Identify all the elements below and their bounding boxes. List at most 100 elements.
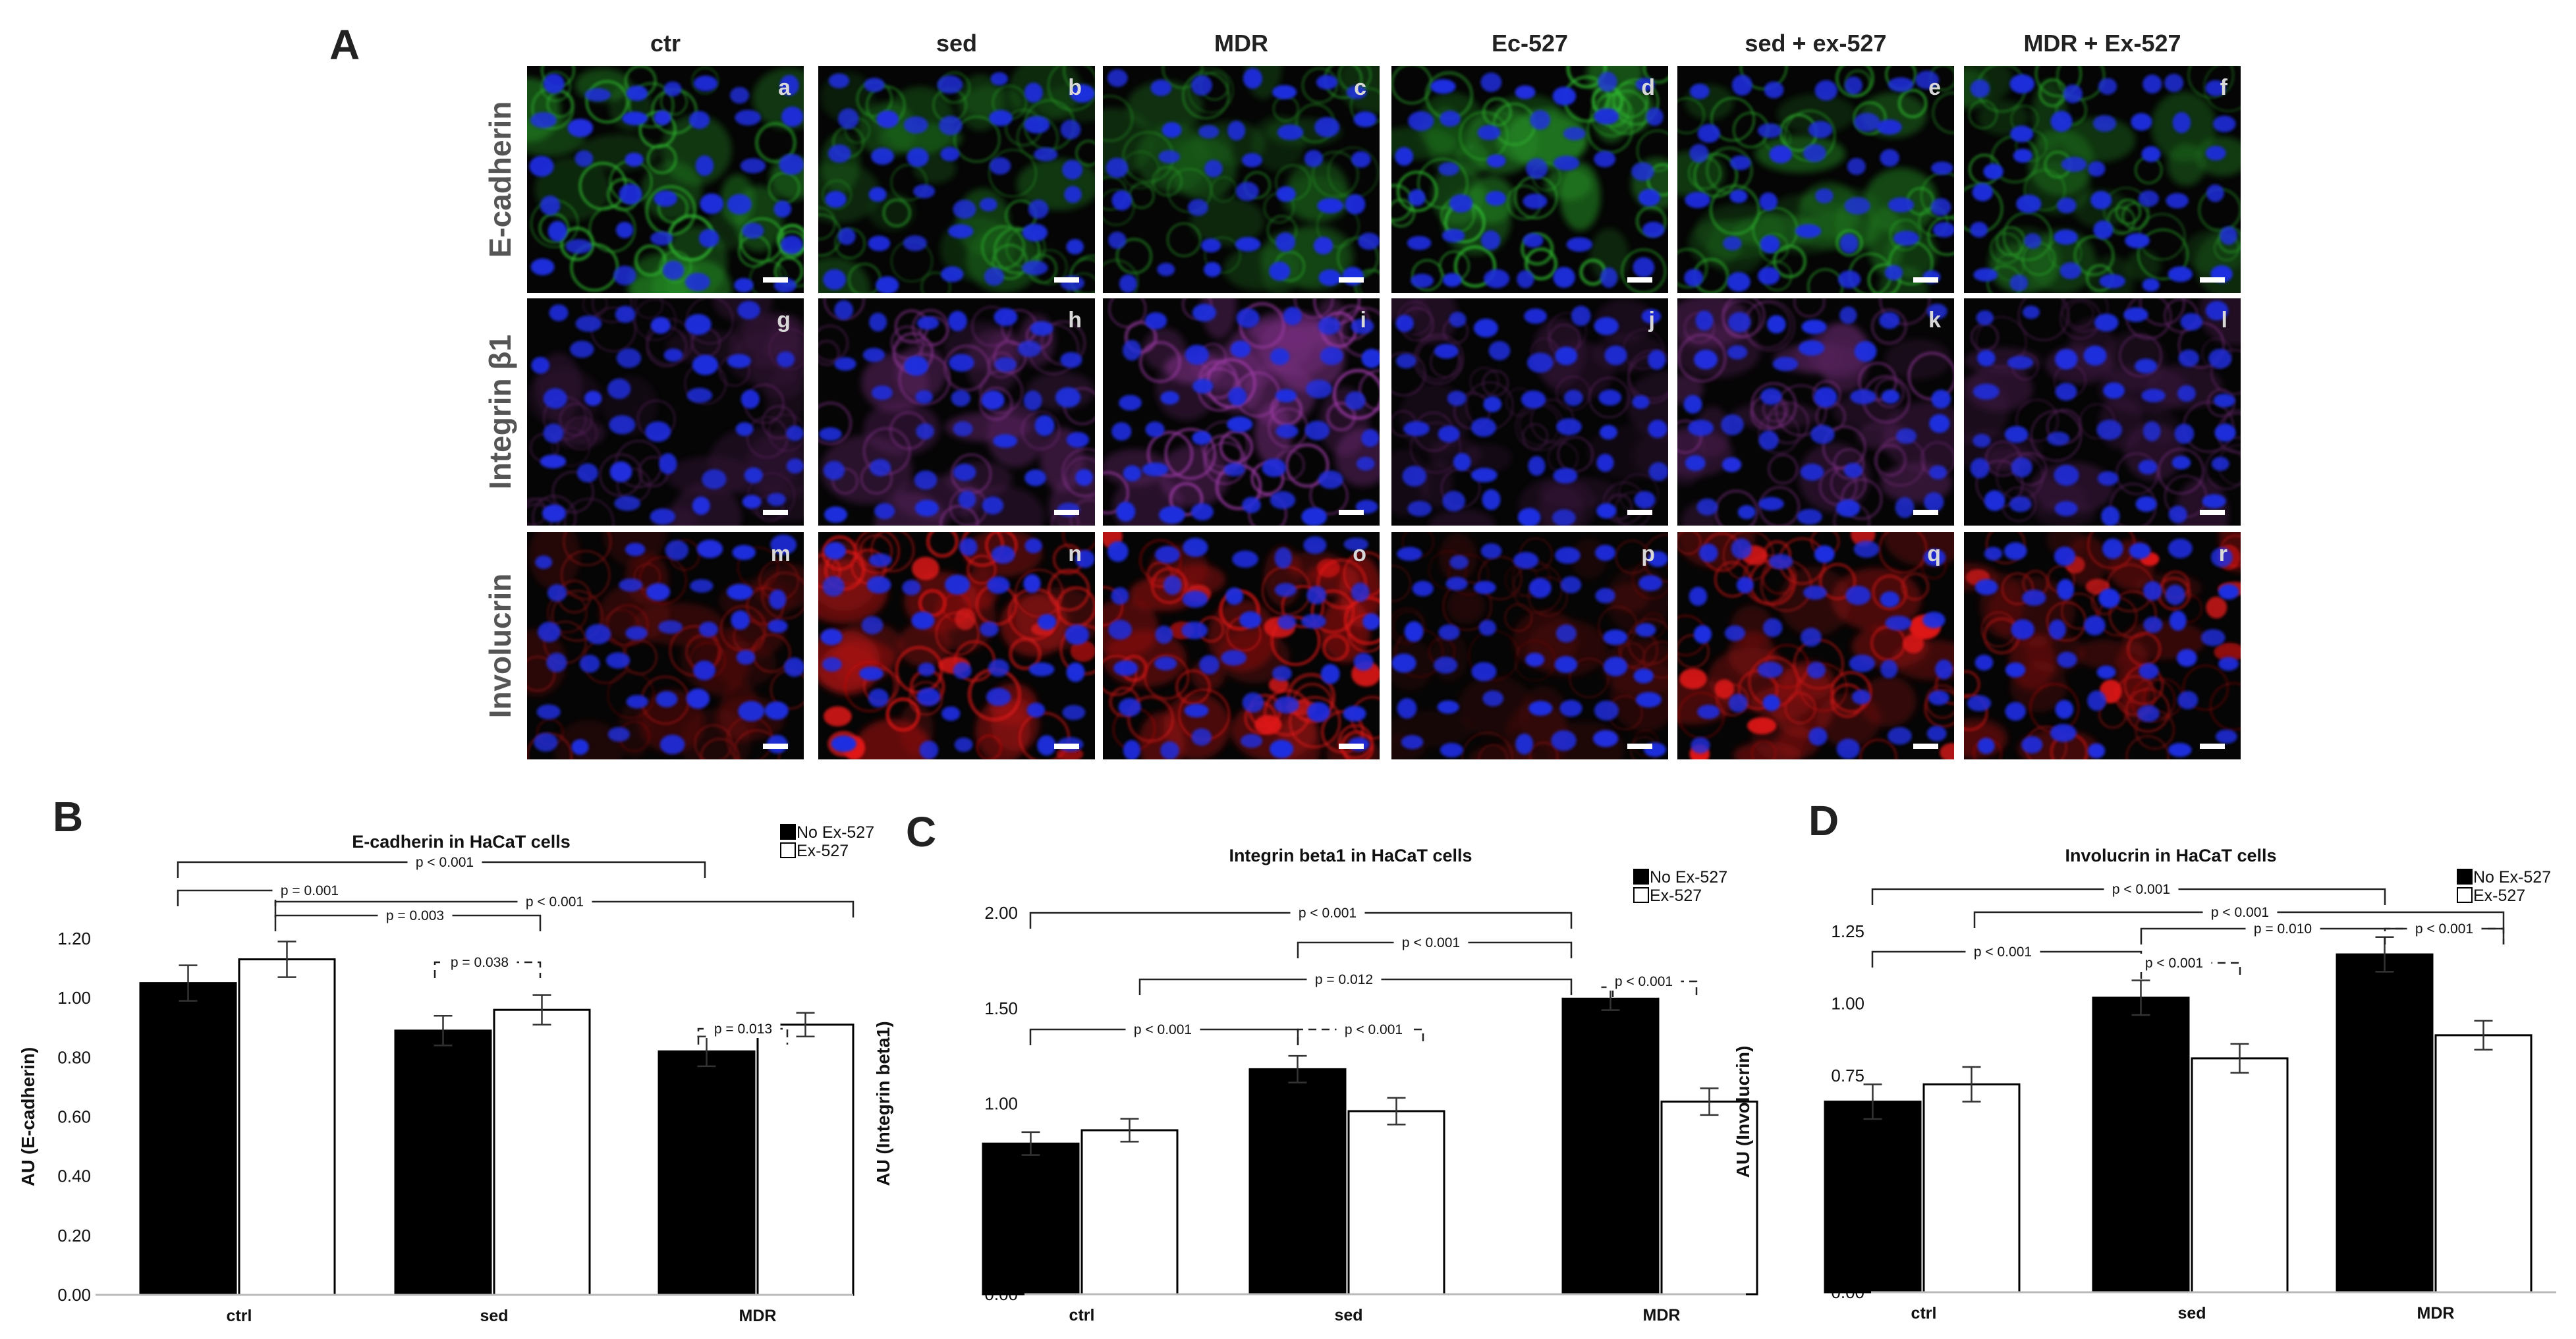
p-value-label: p = 0.012 (1315, 972, 1373, 987)
significance-bracket: p < 0.001 (2137, 954, 2241, 979)
micrograph-tile: o (1103, 532, 1380, 759)
column-header: MDR + Ex-527 (2023, 30, 2181, 57)
micrograph-tile: g (527, 298, 804, 526)
p-value-label: p < 0.001 (1615, 974, 1673, 989)
y-tick-label: 0.20 (57, 1226, 91, 1245)
p-value-label: p < 0.001 (1134, 1022, 1192, 1037)
p-value-label: p < 0.001 (2415, 921, 2473, 937)
tile-letter: g (777, 308, 791, 333)
y-tick-label: 0.40 (57, 1166, 91, 1186)
category-label: sed (1334, 1306, 1362, 1325)
error-bar (796, 1012, 815, 1038)
micrograph-tile: p (1391, 532, 1668, 759)
tile-letter: j (1648, 308, 1655, 333)
bar (139, 982, 237, 1296)
p-value-label: p < 0.001 (1345, 1022, 1403, 1037)
p-value-label: p = 0.003 (386, 908, 444, 923)
bar-chart: E-cadherin in HaCaT cells AU (E-cadherin)… (18, 823, 874, 1325)
scale-bar (2200, 277, 2225, 283)
p-value-label: p = 0.038 (451, 955, 509, 970)
scale-bar (1913, 277, 1938, 283)
y-tick-label: 1.20 (57, 929, 91, 948)
significance-bracket: p = 0.010 (2140, 919, 2505, 944)
significance-bracket: p < 0.001 (1606, 972, 1698, 997)
error-bar (532, 994, 551, 1025)
tile-letter: i (1360, 308, 1366, 333)
tile-letter: h (1068, 308, 1082, 333)
tile-letter: p (1641, 541, 1655, 566)
panel-letter-c: C (906, 808, 936, 856)
significance-bracket: p < 0.001 (1297, 933, 1573, 958)
error-bar (1120, 1118, 1139, 1143)
bar (982, 1142, 1080, 1296)
significance-bracket: p = 0.012 (1138, 970, 1573, 995)
y-tick-label: 1.00 (984, 1094, 1018, 1114)
category-label: MDR (1643, 1306, 1681, 1325)
micrograph-tile: d (1391, 66, 1668, 293)
significance-bracket: p < 0.001 (1871, 880, 2386, 905)
tile-letter: m (771, 541, 791, 566)
bar (1660, 1101, 1758, 1296)
category-label: MDR (739, 1307, 777, 1325)
tile-letter: l (2222, 308, 2227, 333)
y-tick-label: 1.50 (984, 998, 1018, 1018)
scale-bar (2200, 510, 2225, 515)
chart-title: E-cadherin in HaCaT cells (352, 832, 571, 852)
scale-bar (1627, 744, 1652, 749)
micrograph-tile: l (1964, 298, 2241, 526)
p-value-label: p < 0.001 (2112, 882, 2170, 897)
tile-letter: k (1928, 308, 1941, 333)
significance-bracket: p < 0.001 (1871, 943, 2142, 968)
y-tick-label: 0.75 (1831, 1066, 1864, 1085)
significance-bracket: p = 0.003 (274, 906, 542, 931)
micrograph-tile: f (1964, 66, 2241, 293)
y-axis-label: AU (E-cadherin) (18, 1047, 38, 1187)
scale-bar (1339, 744, 1364, 749)
row-label: Integrin β1 (483, 335, 517, 489)
bar (2092, 997, 2190, 1294)
bar (1824, 1101, 1922, 1294)
y-tick-label: 1.00 (57, 988, 91, 1008)
significance-bracket: p < 0.001 (274, 892, 854, 917)
micrograph-tile: a (527, 66, 804, 293)
bar (394, 1029, 492, 1296)
category-label: sed (480, 1307, 508, 1325)
legend-label: No Ex-527 (1650, 868, 1727, 887)
error-bar (1021, 1131, 1040, 1156)
error-bar (1700, 1087, 1719, 1116)
column-header: sed + ex-527 (1745, 30, 1886, 57)
significance-bracket: p < 0.001 (177, 853, 706, 878)
scale-bar (1339, 277, 1364, 283)
chart-title: Integrin beta1 in HaCaT cells (1229, 846, 1472, 865)
bar (493, 1008, 591, 1296)
tile-letter: a (778, 75, 791, 100)
tile-letter: c (1354, 75, 1366, 100)
chart-title: Involucrin in HaCaT cells (2065, 846, 2276, 865)
bar (1248, 1068, 1347, 1296)
y-tick-label: 0.00 (57, 1285, 91, 1305)
bar (1347, 1110, 1445, 1296)
bar-chart: Involucrin in HaCaT cells AU (Involucrin)… (1733, 846, 2556, 1323)
column-header: MDR (1214, 30, 1268, 57)
error-bar (2131, 979, 2150, 1016)
error-bar (434, 1014, 453, 1047)
micrograph-tile: m (527, 532, 804, 759)
error-bar (1863, 1083, 1882, 1120)
error-bar (1962, 1066, 1981, 1103)
legend-label: No Ex-527 (2473, 868, 2551, 887)
scale-bar (2200, 744, 2225, 749)
error-bar (1288, 1054, 1307, 1083)
p-value-label: p < 0.001 (1299, 906, 1357, 921)
legend-swatch (1633, 887, 1649, 903)
tile-letter: d (1641, 75, 1655, 100)
p-value-label: p < 0.001 (526, 894, 584, 910)
scale-bar (1627, 510, 1652, 515)
y-tick-label: 1.25 (1831, 921, 1864, 941)
p-value-label: p < 0.001 (416, 855, 474, 870)
bar (2191, 1057, 2289, 1294)
error-bar (1387, 1097, 1406, 1126)
significance-bracket: p < 0.001 (1973, 903, 2505, 928)
bar (2336, 953, 2434, 1294)
